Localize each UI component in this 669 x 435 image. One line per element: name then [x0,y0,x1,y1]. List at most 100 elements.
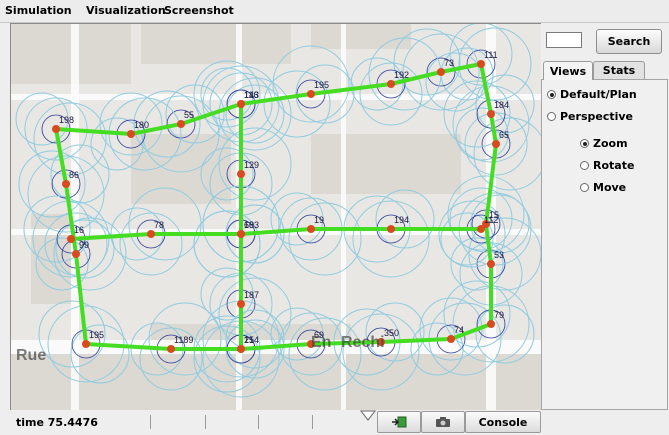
range-circle [393,28,461,96]
divider [150,415,151,429]
node-dot [387,80,395,88]
status-bar: time 75.4476 Console [0,410,669,435]
node-dot [167,345,175,353]
range-circle [225,309,285,369]
range-circle [270,307,324,361]
mode-move-label: Move [593,181,627,194]
view-perspective-label: Perspective [560,110,634,123]
search-input[interactable] [546,32,582,48]
node-dot [437,68,445,76]
range-circle [193,60,261,128]
menu-screenshot[interactable]: Screenshot [164,4,234,17]
range-circle [352,200,430,278]
node-dot [487,320,495,328]
node-label: 350 [384,328,399,338]
range-circle [447,175,525,253]
range-circle [443,80,511,148]
mode-zoom-label: Zoom [593,137,628,150]
node-label: 195 [314,80,329,90]
range-circle [288,202,362,276]
mode-move[interactable]: Move [580,181,626,194]
range-circle [375,189,435,249]
node-label: 129 [244,160,259,170]
screenshot-button[interactable] [421,411,465,433]
node-label: 99 [79,240,89,250]
control-panel: Search Views Stats Default/Plan Perspect… [541,23,669,410]
node-dot [237,230,245,238]
range-circle [99,92,163,156]
node-dot [477,225,485,233]
divider [258,415,259,429]
range-circle-inner [466,49,496,79]
range-circle [464,112,528,176]
node-dot [237,345,245,353]
range-circle [200,147,254,201]
view-perspective[interactable]: Perspective [547,110,633,123]
node-dot [147,230,155,238]
node-dot [72,250,80,258]
range-circle [119,212,183,276]
range-circle [35,237,89,291]
range-circle [225,84,285,144]
node-label: 21 [244,335,254,345]
menu-simulation[interactable]: Simulation [5,4,72,17]
radio-icon [547,112,556,121]
node-label: 86 [69,170,79,180]
mode-rotate[interactable]: Rotate [580,159,634,172]
mode-zoom[interactable]: Zoom [580,137,628,150]
range-circle [50,144,110,204]
range-circle [38,300,106,368]
range-circle [475,74,535,134]
node-label: 74 [454,325,464,335]
radio-checked-icon [580,139,589,148]
node-label: 79 [494,310,504,320]
range-circle [24,97,88,161]
menu-visualization[interactable]: Visualization [86,4,166,17]
range-circle [27,155,105,233]
view-default-plan[interactable]: Default/Plan [547,88,637,101]
divider [312,415,313,429]
range-circle [288,317,362,391]
range-circle [44,212,108,276]
node-label: 116 [244,90,258,100]
range-circle [53,217,127,291]
range-circle [270,192,324,246]
range-circle [218,77,292,151]
range-circle [218,127,292,201]
map-block [11,354,542,411]
node-dot [62,180,70,188]
node-label: 195 [89,330,104,340]
range-circle [47,305,125,383]
view-default-plan-label: Default/Plan [560,88,637,101]
node-dot [492,140,500,148]
range-circle [443,280,511,348]
range-circle [475,304,535,364]
map-block [311,24,411,49]
dropdown-arrow-icon[interactable] [360,410,376,422]
range-circle [139,327,203,391]
node-label: 15 [489,210,499,220]
range-circle [440,212,494,266]
tab-stats[interactable]: Stats [593,61,645,79]
divider [205,415,206,429]
node-label: 154 [244,335,259,345]
node-dot [487,110,495,118]
link-loop [54,62,498,351]
node-dot [307,90,315,98]
export-button[interactable] [377,411,421,433]
mode-rotate-label: Rotate [593,159,635,172]
node-label: 19 [314,215,324,225]
node-label: 16 [74,225,84,235]
node-label: 73 [444,58,454,68]
simulation-canvas[interactable]: 198 86 99 195 1189 154 69 350 74 79 53 15 65 184 111 73… [10,23,543,412]
range-circle [455,107,509,161]
node-label: 69 [314,330,324,340]
tab-views[interactable]: Views [543,61,593,80]
search-button[interactable]: Search [596,29,662,54]
range-circle [452,85,530,163]
node-label: 198 [59,115,74,125]
node-dot [447,335,455,343]
range-circle [365,302,425,362]
console-button[interactable]: Console [465,411,541,433]
node-label: 68 [244,220,254,230]
